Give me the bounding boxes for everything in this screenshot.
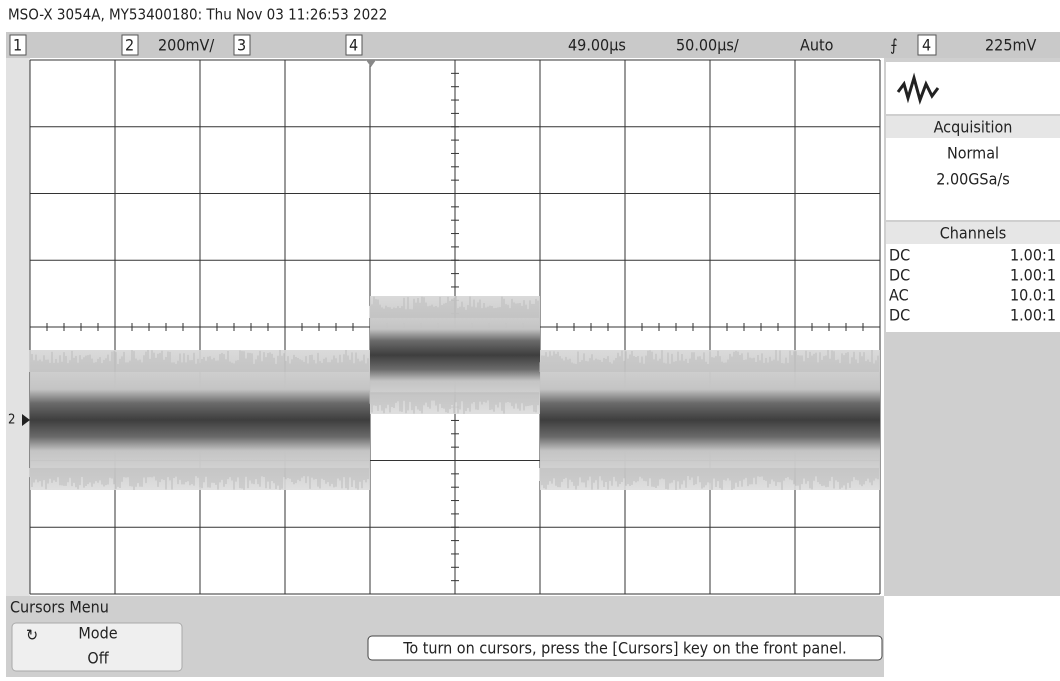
waveform-noise — [29, 296, 879, 490]
channel-coupling: AC — [889, 286, 909, 305]
ch2-scale: 200mV/ — [158, 36, 214, 55]
header-title: MSO-X 3054A, MY53400180: Thu Nov 03 11:2… — [8, 6, 387, 24]
ch4-box — [345, 34, 363, 56]
ch4: 4 — [349, 36, 358, 55]
channel-probe: 1.00:1 — [1010, 246, 1056, 265]
ch2-box — [121, 34, 139, 56]
ground-marker: 2 — [8, 413, 15, 428]
trigger-level: 225mV — [985, 36, 1036, 55]
acquisition-header — [886, 116, 1060, 138]
mode-icon: ↻ — [26, 626, 38, 645]
hint-box — [367, 635, 883, 661]
acquisition-title: Acquisition — [934, 118, 1013, 137]
scope-logo-box — [886, 62, 1060, 114]
channel-coupling: DC — [889, 306, 910, 325]
waveform-band — [30, 350, 370, 490]
ch3: 3 — [237, 36, 246, 55]
mode-softkey[interactable] — [11, 622, 183, 672]
trigger-mode: Auto — [800, 36, 834, 55]
delay: 49.00µs — [568, 36, 626, 55]
ch1-box — [9, 34, 27, 56]
ch3-box — [233, 34, 251, 56]
trigger-marker — [366, 60, 376, 67]
channels-header — [886, 222, 1060, 244]
hint: To turn on cursors, press the [Cursors] … — [402, 639, 846, 658]
trigger-source-box — [917, 34, 937, 56]
acquisition-mode: Normal — [947, 144, 999, 163]
channel-probe: 1.00:1 — [1010, 266, 1056, 285]
left-margin — [6, 58, 30, 596]
mode-value: Off — [87, 649, 109, 668]
ch2: 2 — [125, 36, 134, 55]
channels-title: Channels — [940, 224, 1007, 243]
cursors-menu-title: Cursors Menu — [10, 598, 109, 617]
channel-coupling: DC — [889, 246, 910, 265]
waveform-band — [540, 350, 880, 490]
timebase: 50.00µs/ — [676, 36, 739, 55]
trigger-source: 4 — [922, 36, 931, 55]
channel-coupling: DC — [889, 266, 910, 285]
channel-probe: 1.00:1 — [1010, 306, 1056, 325]
status-bar — [6, 32, 1060, 58]
ch1: 1 — [13, 36, 22, 55]
sample-rate: 2.00GSa/s — [936, 170, 1010, 189]
mode-label: Mode — [78, 624, 117, 643]
scope-logo — [896, 72, 940, 105]
channel-probe: 10.0:1 — [1010, 286, 1056, 305]
ground-arrow — [22, 414, 30, 426]
channel-rows: DC 1.00:1 DC 1.00:1 AC 10.0:1 DC 1.00:1 — [889, 246, 1056, 325]
trigger-edge-icon: ⨍ — [890, 36, 898, 55]
